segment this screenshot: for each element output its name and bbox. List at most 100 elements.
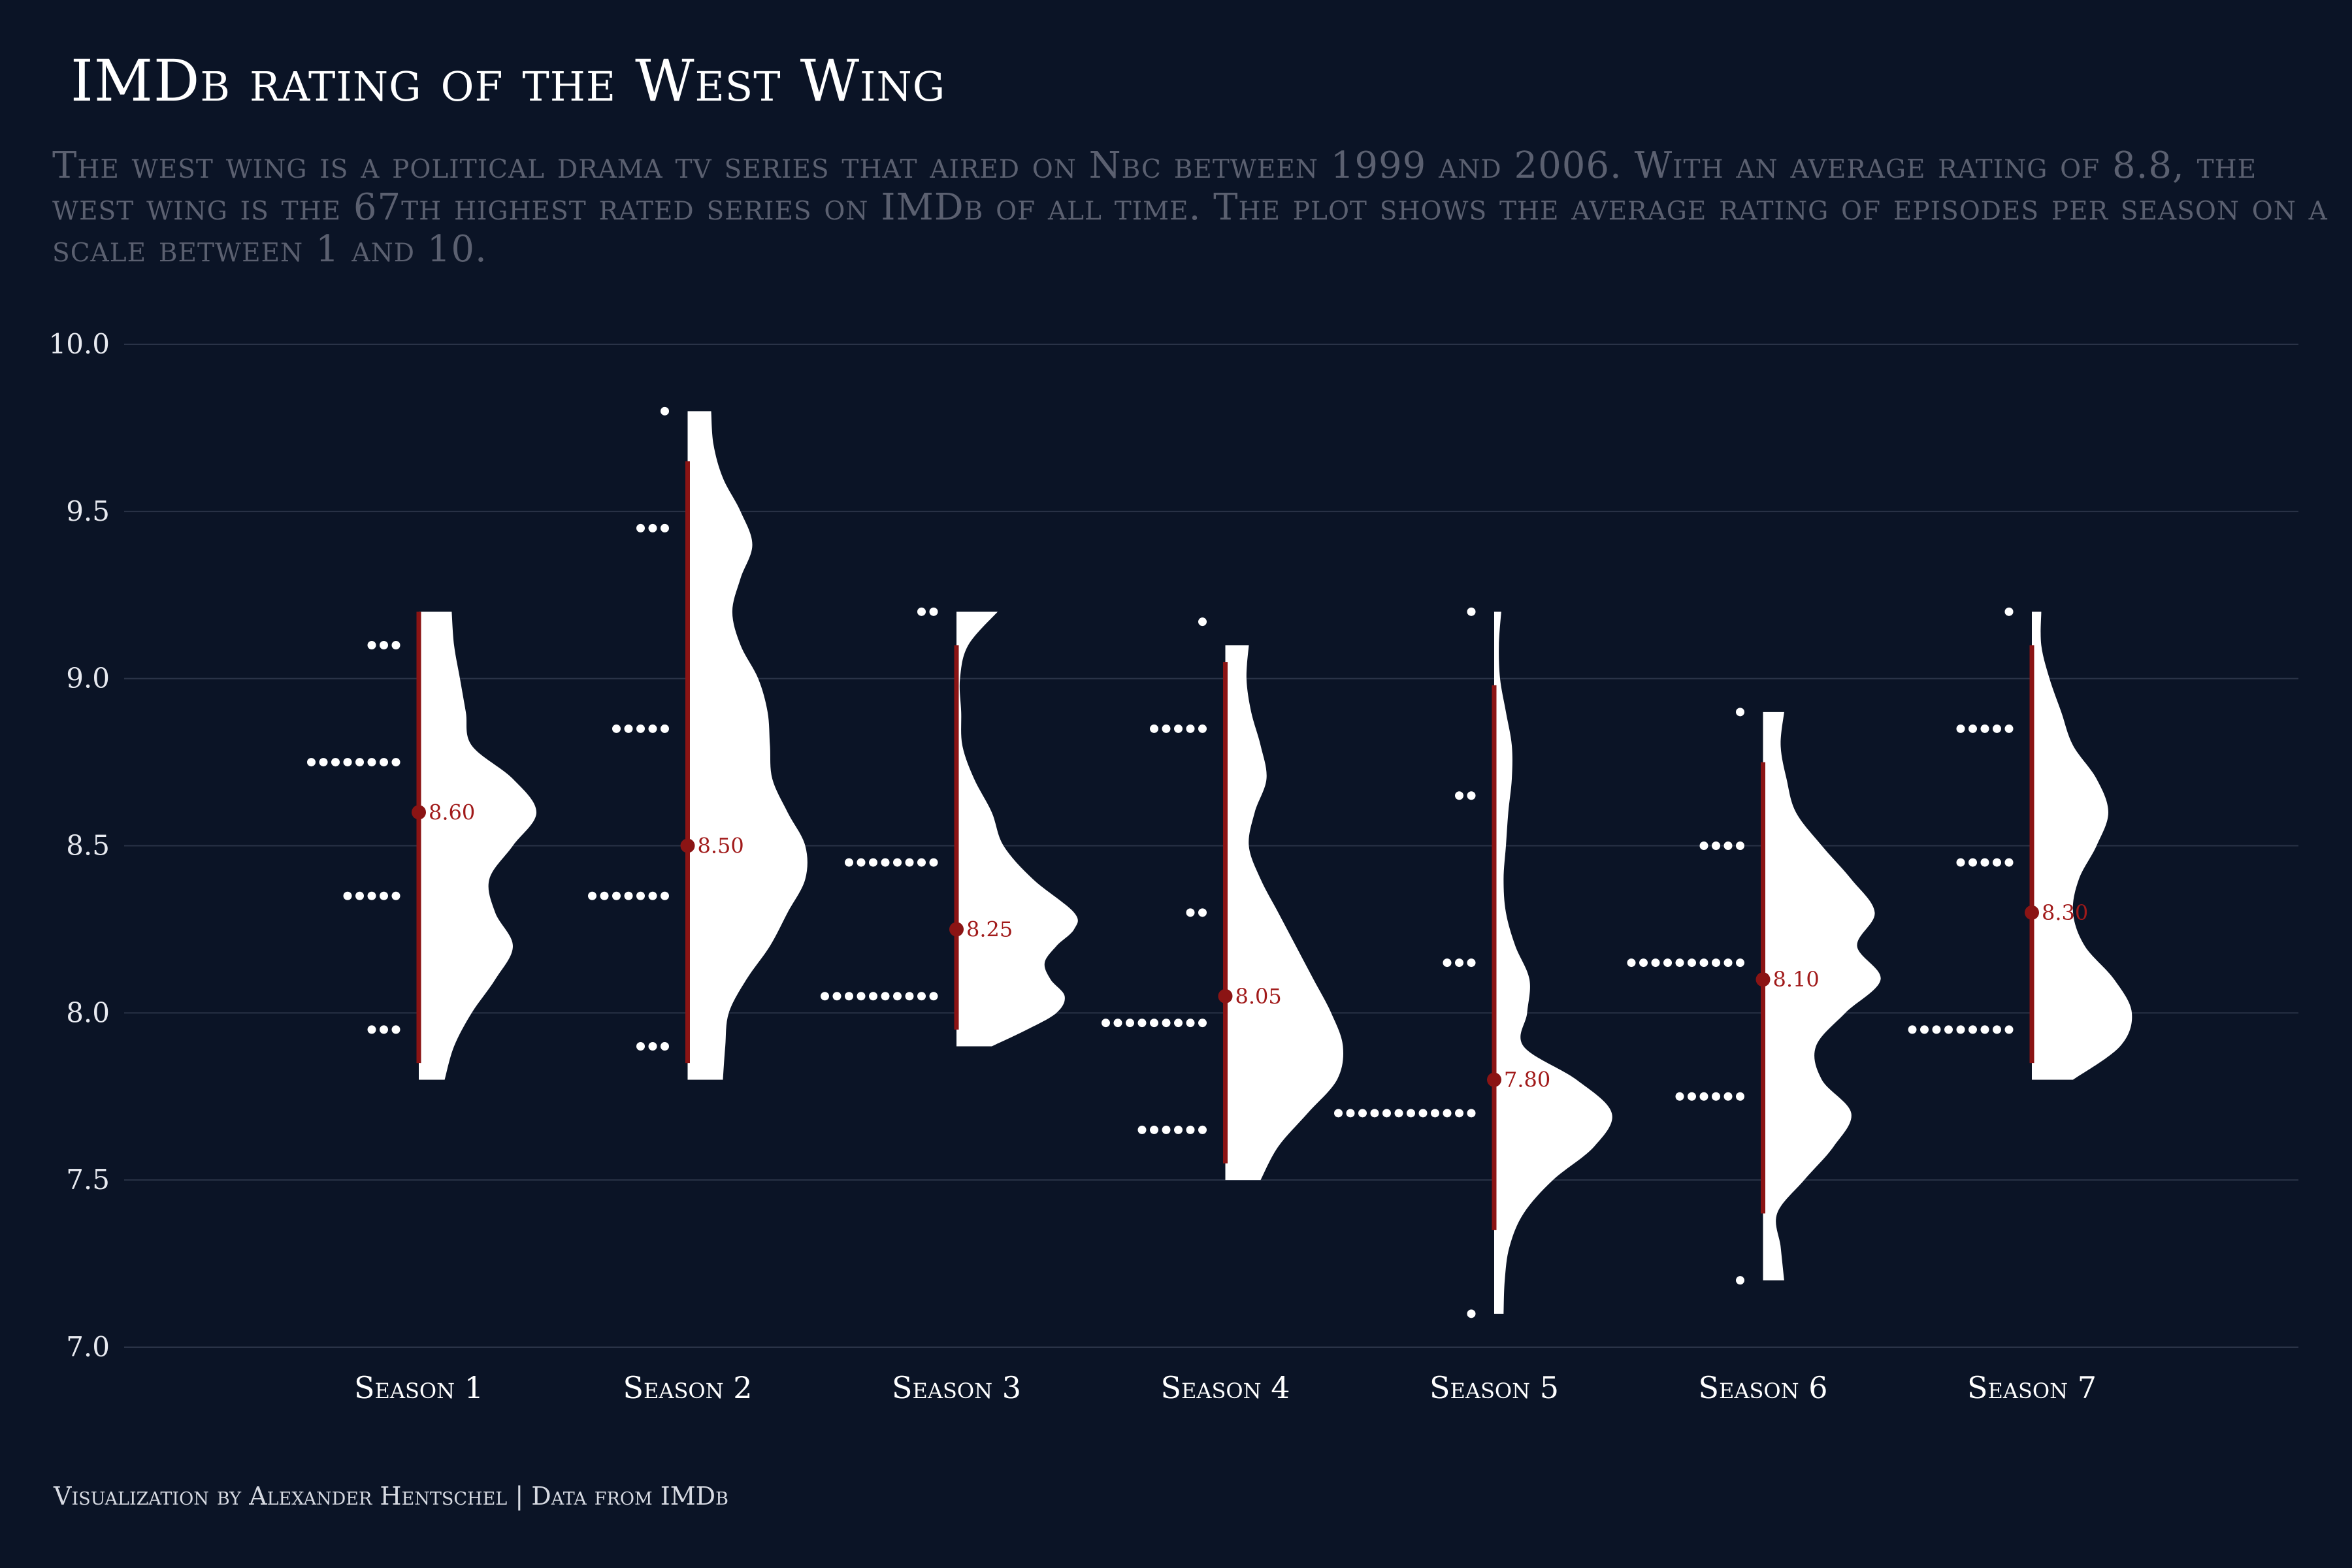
x-tick-label: Season 3 bbox=[892, 1370, 1021, 1405]
rating-dot bbox=[1736, 708, 1744, 717]
rating-dot bbox=[1198, 724, 1207, 733]
rating-dot bbox=[1467, 958, 1476, 968]
rating-dot bbox=[2004, 858, 2014, 867]
rating-dot bbox=[1956, 724, 1965, 733]
rating-dot bbox=[1467, 1309, 1476, 1318]
rating-dot bbox=[612, 724, 621, 733]
median-label: 8.05 bbox=[1235, 984, 1282, 1009]
rating-dot bbox=[1956, 1025, 1965, 1034]
rating-dot bbox=[1174, 724, 1183, 733]
rating-dot bbox=[929, 858, 938, 867]
season-group: 7.80 bbox=[1334, 607, 1612, 1318]
rating-dot bbox=[1407, 1109, 1415, 1118]
median-label: 8.10 bbox=[1773, 967, 1820, 992]
rating-dot bbox=[857, 858, 866, 867]
x-tick-label: Season 1 bbox=[354, 1370, 483, 1405]
rating-dot bbox=[1198, 908, 1207, 917]
season-group: 8.10 bbox=[1627, 708, 1881, 1285]
rating-dot bbox=[2004, 724, 2014, 733]
rating-dot bbox=[1455, 958, 1463, 968]
rating-dot bbox=[881, 992, 890, 1001]
rating-dot bbox=[391, 891, 400, 900]
rating-dot bbox=[1968, 724, 1977, 733]
rating-dot bbox=[1113, 1019, 1122, 1028]
rating-dot bbox=[343, 891, 352, 900]
rating-dot bbox=[905, 858, 914, 867]
rating-dot bbox=[1467, 791, 1476, 800]
rating-dot bbox=[355, 891, 364, 900]
rating-dot bbox=[600, 891, 609, 900]
rating-dot bbox=[1723, 841, 1733, 850]
rating-dot bbox=[1651, 958, 1660, 968]
x-tick-label: Season 4 bbox=[1160, 1370, 1290, 1405]
chart-subtitle: The west wing is a political drama tv se… bbox=[52, 144, 2328, 270]
rating-dot bbox=[661, 724, 669, 733]
x-axis-ticks: Season 1 Season 2 Season 3 Season 4 Season 5… bbox=[354, 1370, 2097, 1405]
rating-dot bbox=[661, 406, 669, 416]
rating-dot bbox=[1162, 724, 1171, 733]
y-tick-label: 10.0 bbox=[48, 328, 110, 360]
y-tick-label: 7.0 bbox=[66, 1331, 110, 1363]
x-tick-label: Season 2 bbox=[623, 1370, 752, 1405]
rating-dot bbox=[1162, 1019, 1171, 1028]
rating-dot bbox=[661, 1042, 669, 1051]
y-axis-ticks: 7.0 7.5 8.0 8.5 9.0 9.5 10.0 bbox=[48, 328, 110, 1363]
density-shape bbox=[2032, 612, 2132, 1080]
rating-dot bbox=[1932, 1025, 1941, 1034]
rating-dot bbox=[367, 891, 376, 900]
rating-dot bbox=[636, 724, 645, 733]
rating-dot bbox=[648, 1042, 657, 1051]
rating-dot bbox=[1688, 958, 1696, 968]
median-point bbox=[1487, 1072, 1501, 1087]
rating-dot bbox=[1443, 958, 1452, 968]
rating-dot bbox=[648, 724, 657, 733]
rating-dot bbox=[1198, 1019, 1207, 1028]
median-point bbox=[1218, 988, 1233, 1004]
median-label: 7.80 bbox=[1504, 1068, 1550, 1092]
rating-dot bbox=[1174, 1019, 1183, 1028]
density-shape bbox=[687, 411, 808, 1080]
rating-dot bbox=[367, 641, 376, 649]
rating-dot bbox=[1956, 858, 1965, 867]
season-group: 8.05 bbox=[1102, 617, 1344, 1181]
density-shape bbox=[956, 612, 1078, 1047]
grid-lines bbox=[124, 344, 2298, 1348]
rating-dot bbox=[1736, 841, 1744, 850]
rating-dot bbox=[905, 992, 914, 1001]
rating-dot bbox=[612, 891, 621, 900]
median-label: 8.25 bbox=[966, 917, 1013, 941]
rating-dot bbox=[380, 641, 388, 649]
rating-dot bbox=[1137, 1125, 1147, 1134]
rating-dot bbox=[845, 858, 853, 867]
rating-dot bbox=[661, 523, 669, 532]
rating-dot bbox=[1675, 1092, 1684, 1101]
rating-dot bbox=[319, 758, 328, 767]
rating-dot bbox=[1944, 1025, 1953, 1034]
rating-dot bbox=[648, 523, 657, 532]
rating-dot bbox=[1162, 1125, 1171, 1134]
rating-dot bbox=[624, 891, 633, 900]
rating-dot bbox=[1712, 958, 1720, 968]
rating-dot bbox=[1699, 958, 1708, 968]
rating-dot bbox=[1137, 1019, 1147, 1028]
y-tick-label: 8.0 bbox=[66, 996, 110, 1028]
rating-dot bbox=[1455, 1109, 1463, 1118]
rating-dot bbox=[624, 724, 633, 733]
rating-dot bbox=[1186, 1125, 1195, 1134]
rating-dot bbox=[1370, 1109, 1379, 1118]
rating-dot bbox=[1174, 1125, 1183, 1134]
x-tick-label: Season 7 bbox=[1967, 1370, 2097, 1405]
rating-dot bbox=[917, 858, 926, 867]
density-shape bbox=[1763, 711, 1881, 1281]
median-point bbox=[680, 838, 695, 853]
rating-dot bbox=[1186, 724, 1195, 733]
rating-dot bbox=[391, 1025, 400, 1034]
rating-dot bbox=[636, 891, 645, 900]
rating-dot bbox=[857, 992, 866, 1001]
y-tick-label: 9.0 bbox=[66, 662, 110, 694]
rating-dot bbox=[893, 992, 902, 1001]
rating-dot bbox=[1699, 841, 1708, 850]
rating-dot bbox=[1920, 1025, 1929, 1034]
rating-dot bbox=[1968, 1025, 1977, 1034]
rating-dot bbox=[391, 641, 400, 649]
